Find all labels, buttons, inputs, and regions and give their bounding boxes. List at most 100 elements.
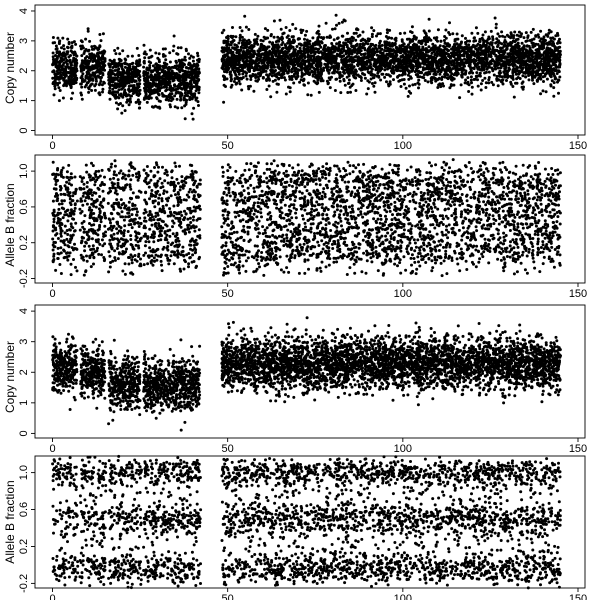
data-point	[400, 78, 404, 82]
data-point	[265, 79, 269, 82]
data-point	[489, 29, 493, 33]
data-point	[431, 64, 435, 68]
data-point	[378, 41, 382, 45]
data-point	[324, 21, 328, 25]
data-point	[183, 104, 187, 108]
data-point	[162, 65, 166, 69]
data-point	[99, 79, 103, 83]
data-point	[470, 81, 473, 85]
data-point	[173, 105, 177, 109]
data-point	[506, 52, 510, 56]
data-point	[287, 39, 291, 43]
data-point	[483, 71, 487, 75]
data-point	[101, 90, 104, 94]
data-point	[243, 44, 247, 48]
data-point	[522, 36, 526, 40]
data-point	[164, 82, 168, 86]
data-point	[173, 84, 177, 88]
data-point	[185, 66, 189, 70]
data-point	[339, 51, 343, 54]
data-point	[467, 43, 471, 47]
data-point	[505, 33, 509, 37]
data-point	[229, 63, 233, 66]
data-point	[352, 75, 356, 79]
data-point	[121, 95, 125, 99]
data-point	[187, 52, 190, 56]
data-point	[67, 77, 71, 81]
data-point	[346, 31, 349, 35]
data-point	[195, 67, 199, 71]
data-point	[459, 67, 463, 71]
data-point	[137, 71, 141, 75]
data-point	[84, 83, 88, 87]
data-point	[126, 94, 129, 97]
data-point	[175, 61, 178, 64]
data-point	[501, 78, 505, 82]
data-point	[54, 44, 58, 48]
data-point	[74, 57, 78, 61]
data-point	[245, 77, 249, 81]
data-point	[421, 66, 425, 70]
data-point	[69, 74, 72, 78]
data-point	[514, 81, 517, 85]
data-point	[321, 79, 325, 83]
data-point	[412, 34, 416, 38]
data-point	[437, 65, 441, 69]
data-point	[91, 55, 95, 59]
data-point	[333, 27, 337, 31]
data-point	[102, 61, 106, 65]
data-point	[472, 66, 476, 70]
data-point	[180, 58, 184, 62]
data-point	[131, 65, 135, 69]
data-point	[496, 66, 500, 70]
data-point	[167, 93, 171, 97]
data-point	[388, 44, 392, 48]
data-point	[80, 74, 84, 78]
data-point	[272, 35, 276, 39]
data-point	[287, 49, 291, 53]
data-point	[505, 79, 508, 82]
data-point	[113, 90, 117, 94]
data-point	[240, 88, 244, 92]
data-point	[93, 88, 97, 92]
data-point	[266, 36, 270, 40]
data-point	[532, 82, 536, 86]
data-point	[330, 42, 334, 45]
data-point	[197, 104, 200, 107]
data-point	[178, 64, 181, 68]
data-point	[425, 48, 429, 52]
data-point	[534, 42, 538, 46]
data-point	[441, 82, 445, 86]
data-point	[131, 67, 135, 71]
data-point	[107, 72, 111, 76]
data-point	[180, 67, 184, 71]
data-point	[57, 86, 61, 90]
data-point	[531, 45, 535, 49]
data-point	[176, 86, 180, 90]
data-point	[190, 73, 194, 77]
data-point	[385, 80, 388, 84]
data-point	[476, 84, 480, 88]
data-point	[143, 50, 147, 54]
data-point	[118, 73, 122, 77]
data-point	[387, 84, 391, 88]
data-point	[384, 55, 388, 59]
data-point	[499, 66, 503, 70]
data-point	[97, 60, 101, 64]
data-point	[271, 79, 275, 83]
data-point	[316, 39, 320, 43]
data-point	[53, 87, 57, 91]
data-point	[114, 84, 118, 87]
data-point	[405, 65, 409, 69]
data-point	[294, 27, 298, 31]
data-point	[241, 72, 245, 76]
data-point	[110, 83, 114, 87]
data-point	[535, 71, 539, 75]
data-point	[426, 54, 430, 58]
data-point	[292, 81, 296, 85]
data-point	[110, 91, 114, 95]
data-point	[478, 71, 482, 75]
data-point	[436, 28, 440, 32]
data-point	[74, 42, 78, 46]
data-point	[147, 60, 151, 64]
